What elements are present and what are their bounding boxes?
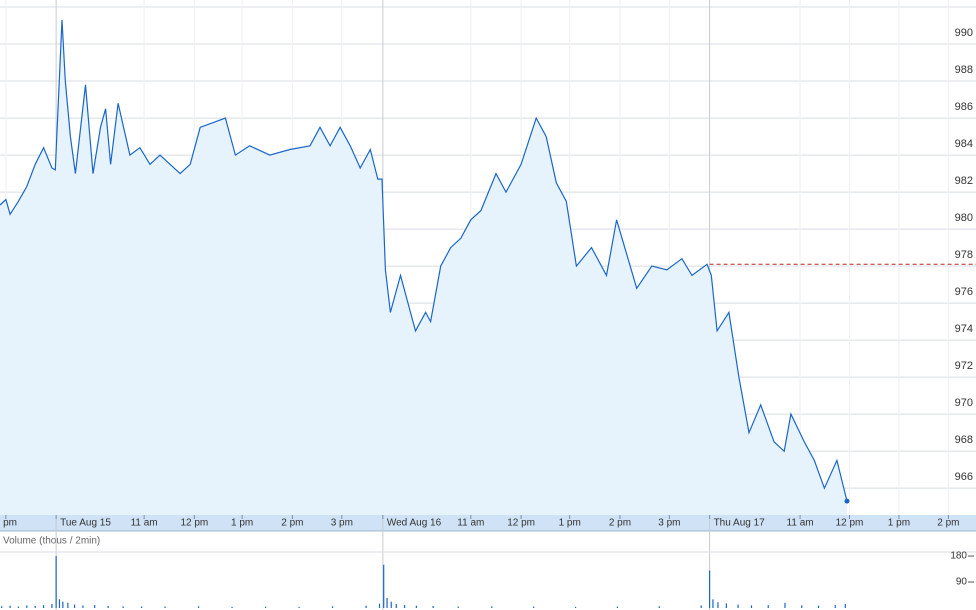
volume-bar xyxy=(844,603,846,608)
x-tick-label: 11 am xyxy=(787,518,814,529)
volume-bar xyxy=(432,605,434,608)
volume-bar xyxy=(9,605,11,608)
x-tick-label: Thu Aug 17 xyxy=(714,518,766,529)
volume-bar xyxy=(365,605,367,608)
x-tick-label: 3 pm xyxy=(0,518,17,529)
volume-bar xyxy=(750,605,753,608)
volume-bar xyxy=(784,602,786,608)
volume-bar xyxy=(58,599,61,608)
volume-bar xyxy=(817,605,820,608)
volume-bar xyxy=(51,603,53,608)
volume-bar xyxy=(82,605,84,608)
volume-bar xyxy=(616,606,619,608)
last-point xyxy=(844,498,850,504)
y-tick-label: 970 xyxy=(955,397,973,409)
volume-bar xyxy=(457,606,459,608)
x-tick-label: 2 pm xyxy=(937,518,959,529)
volume-bar xyxy=(26,605,28,608)
x-tick-label: 12 pm xyxy=(836,518,864,529)
volume-bar xyxy=(94,605,96,608)
volume-bar xyxy=(491,606,493,608)
volume-bar xyxy=(122,606,124,608)
x-tick-label: 1 pm xyxy=(231,518,253,529)
y-tick-label: 980 xyxy=(955,212,973,224)
volume-bar xyxy=(712,599,714,608)
x-tick-label: 12 pm xyxy=(507,518,535,529)
y-tick-label: 974 xyxy=(955,323,973,335)
y-tick-label: 966 xyxy=(955,471,973,483)
price-line xyxy=(0,19,848,502)
volume-bar xyxy=(767,605,769,608)
y-tick-label: 982 xyxy=(955,175,973,187)
volume-bar xyxy=(378,603,381,608)
x-tick-label: Tue Aug 15 xyxy=(60,518,111,529)
y-tick-label: 978 xyxy=(955,249,973,261)
x-tick-label: 1 pm xyxy=(559,518,581,529)
volume-bar xyxy=(717,602,719,608)
volume-bar xyxy=(42,605,45,608)
volume-bar xyxy=(834,605,836,608)
y-tick-label: 992 xyxy=(955,0,973,2)
volume-bar xyxy=(197,606,200,608)
x-tick-label: 1 pm xyxy=(888,518,910,529)
y-tick-label: 984 xyxy=(955,138,973,150)
volume-bar xyxy=(107,605,109,608)
volume-bar xyxy=(404,605,406,608)
y-tick-label: 988 xyxy=(955,64,973,76)
volume-bar xyxy=(264,606,267,608)
y-tick-label: 972 xyxy=(955,360,973,372)
volume-bar xyxy=(737,604,739,608)
x-tick-label: Wed Aug 16 xyxy=(387,518,442,529)
y-tick-label: 90 xyxy=(956,577,968,588)
x-tick-label: 11 am xyxy=(457,518,484,529)
x-tick-label: 2 pm xyxy=(609,518,631,529)
volume-bar xyxy=(73,604,76,608)
volume-bar xyxy=(386,597,388,608)
volume-bar xyxy=(231,606,233,608)
volume-bar xyxy=(801,605,803,608)
volume-title: Volume (thous / 2min) xyxy=(3,536,100,547)
volume-bar xyxy=(725,603,727,608)
y-tick-label: 986 xyxy=(955,101,973,113)
x-axis-band xyxy=(0,515,976,531)
x-tick-label: 3 pm xyxy=(658,518,680,529)
x-tick-label: 3 pm xyxy=(331,518,353,529)
volume-bar xyxy=(415,605,417,608)
price-area xyxy=(0,20,847,515)
x-tick-label: 12 pm xyxy=(180,518,208,529)
volume-bar xyxy=(700,605,702,608)
volume-bar xyxy=(164,606,166,608)
volume-bar xyxy=(533,606,535,608)
volume-bar xyxy=(708,570,711,608)
x-tick-label: 2 pm xyxy=(281,518,303,529)
volume-bar xyxy=(658,606,660,608)
volume-bar xyxy=(55,556,57,608)
volume-bar xyxy=(574,606,577,608)
volume-bar xyxy=(331,606,334,608)
volume-bar xyxy=(17,606,20,608)
y-tick-label: 968 xyxy=(955,434,973,446)
volume-bar xyxy=(383,564,385,608)
volume-bar xyxy=(1,606,3,608)
volume-bar xyxy=(140,606,143,608)
y-tick-label: 180 xyxy=(950,551,967,562)
y-tick-label: 976 xyxy=(955,286,973,298)
y-tick-label: 990 xyxy=(955,27,973,39)
volume-bar xyxy=(390,601,392,608)
volume-bar xyxy=(67,602,69,608)
volume-bar xyxy=(34,605,36,608)
x-tick-label: 11 am xyxy=(131,518,158,529)
volume-bar xyxy=(298,606,300,608)
volume-bar xyxy=(395,603,397,608)
volume-bar xyxy=(62,601,64,608)
